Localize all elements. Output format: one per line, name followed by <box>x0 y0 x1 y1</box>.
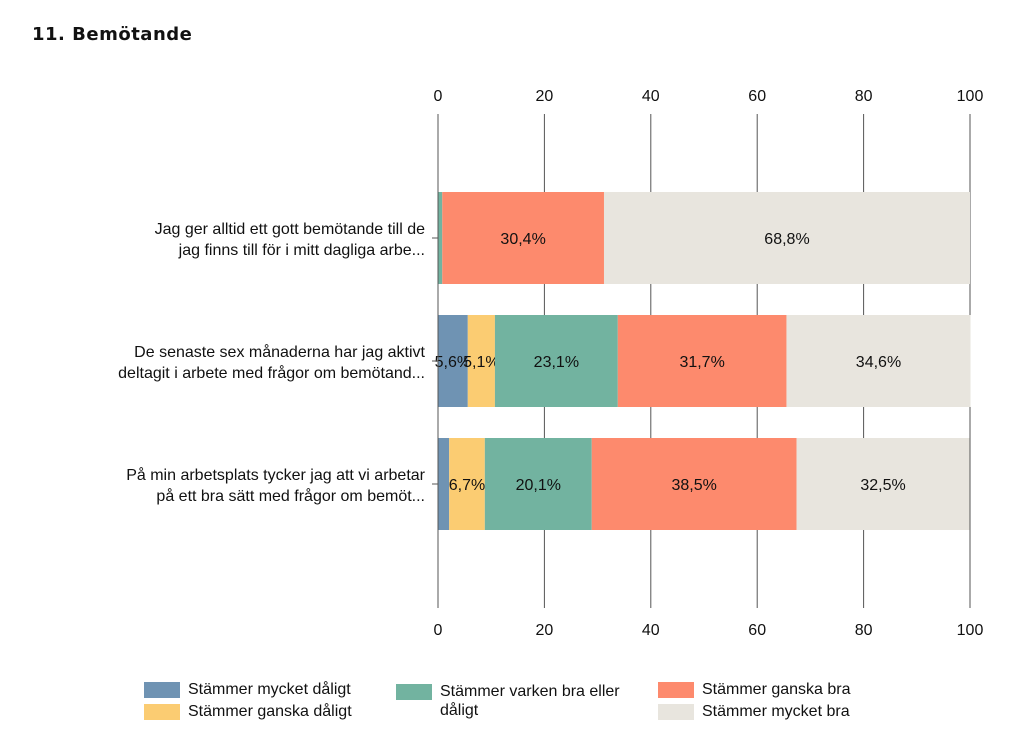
x-tick-label-bottom: 20 <box>536 622 554 639</box>
bar-segment <box>617 315 787 407</box>
bar-segment <box>438 192 443 284</box>
data-label: 34,6% <box>856 354 901 371</box>
legend-item-mycket-bra: Stämmer mycket bra <box>658 702 850 721</box>
bar-segment <box>438 315 468 407</box>
x-tick-label-top: 80 <box>855 88 873 105</box>
x-tick-label-top: 60 <box>748 88 766 105</box>
chart-legend: Stämmer mycket dåligt Stämmer ganska dål… <box>144 676 904 736</box>
stacked-bar-chart: 0 0 20 20 40 40 60 60 80 80 100 100 30,4% 68,8% Jag ge… <box>118 88 984 639</box>
legend-label-line2: dåligt <box>440 702 479 719</box>
x-tick-label-bottom: 60 <box>748 622 766 639</box>
data-label: 31,7% <box>679 354 724 371</box>
legend-item-ganska-bra: Stämmer ganska bra <box>658 680 851 699</box>
bar-segment <box>449 438 485 530</box>
chart-heading: 11. Bemötande <box>32 24 193 45</box>
bar-segment <box>796 438 970 530</box>
data-label: 23,1% <box>534 354 579 371</box>
legend-label: Stämmer ganska dåligt <box>188 703 352 720</box>
data-label: 20,1% <box>516 477 561 494</box>
data-label: 68,8% <box>764 231 809 248</box>
category-label-line2: på ett bra sätt med frågor om bemöt... <box>156 487 425 505</box>
bar-segment <box>603 192 970 284</box>
bar-segment <box>467 315 495 407</box>
x-tick-label-bottom: 40 <box>642 622 660 639</box>
category-label-line1: Jag ger alltid ett gott bemötande till d… <box>155 221 425 238</box>
bar-segment <box>591 438 797 530</box>
x-tick-label-bottom: 0 <box>434 622 443 639</box>
legend-label: Stämmer varken bra eller dåligt <box>440 682 620 720</box>
x-tick-label-top: 0 <box>434 88 443 105</box>
x-tick-label-bottom: 100 <box>957 622 984 639</box>
bar-segment <box>484 438 592 530</box>
legend-label: Stämmer mycket dåligt <box>188 681 351 698</box>
data-label: 5,1% <box>463 354 499 371</box>
legend-swatch <box>396 684 432 700</box>
x-tick-label-bottom: 80 <box>855 622 873 639</box>
legend-label: Stämmer mycket bra <box>702 703 850 720</box>
data-label: 38,5% <box>671 477 716 494</box>
bar-segment <box>494 315 618 407</box>
x-tick-label-top: 20 <box>536 88 554 105</box>
category-label-line1: På min arbetsplats tycker jag att vi arb… <box>126 466 425 484</box>
bar-segment <box>442 192 604 284</box>
legend-swatch <box>144 682 180 698</box>
x-tick-label-top: 40 <box>642 88 660 105</box>
legend-item-mycket-daligt: Stämmer mycket dåligt <box>144 680 351 699</box>
legend-item-varken-bra-eller-daligt: Stämmer varken bra eller dåligt <box>396 682 620 720</box>
data-label: 30,4% <box>500 231 545 248</box>
data-label: 32,5% <box>860 477 905 494</box>
legend-swatch <box>658 682 694 698</box>
data-label: 5,6% <box>435 354 471 371</box>
category-label-line1: De senaste sex månaderna har jag aktivt <box>134 343 425 361</box>
category-label-line2: jag finns till för i mitt dagliga arbe..… <box>178 242 425 259</box>
legend-label-line1: Stämmer varken bra eller <box>440 683 620 700</box>
bar-segment <box>438 438 450 530</box>
legend-swatch <box>658 704 694 720</box>
data-label: 6,7% <box>449 477 485 494</box>
legend-label: Stämmer ganska bra <box>702 681 851 698</box>
category-label-line2: deltagit i arbete med frågor om bemötand… <box>118 364 425 382</box>
x-tick-label-top: 100 <box>957 88 984 105</box>
legend-swatch <box>144 704 180 720</box>
legend-item-ganska-daligt: Stämmer ganska dåligt <box>144 702 352 721</box>
bar-segment <box>786 315 971 407</box>
